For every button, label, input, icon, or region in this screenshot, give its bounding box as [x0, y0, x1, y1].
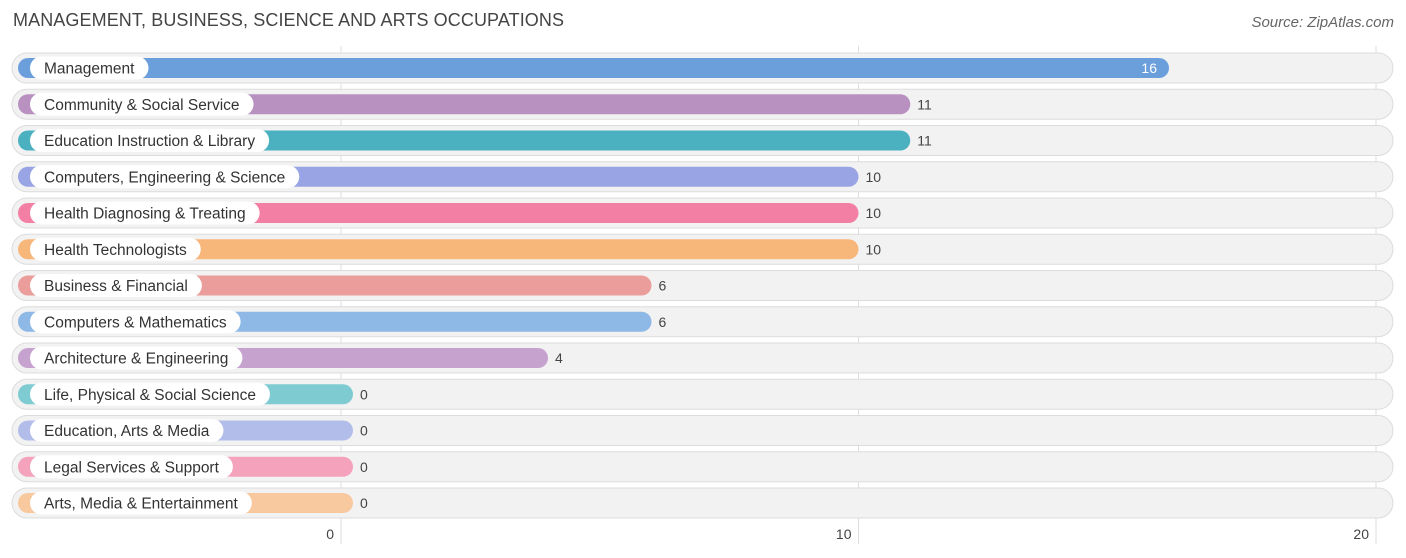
category-label: Architecture & Engineering	[44, 351, 228, 368]
category-label-pill	[30, 201, 260, 225]
value-label: 11	[917, 133, 932, 149]
category-label-pill	[30, 274, 202, 297]
category-label: Management	[44, 61, 135, 78]
x-tick-label: 20	[1353, 526, 1369, 542]
value-label: 10	[866, 241, 882, 257]
bar-row: Community & Social Service 11	[11, 88, 1394, 120]
bar-row: Health Diagnosing & Treating 10	[11, 197, 1394, 229]
value-label: 6	[659, 278, 667, 294]
value-label: 6	[659, 314, 667, 330]
bar-row: Education, Arts & Media 0	[11, 415, 1394, 446]
category-label-pill	[30, 165, 300, 189]
category-label-pill	[30, 310, 241, 334]
row-background	[11, 378, 1394, 410]
row-background	[11, 487, 1394, 519]
value-label: 11	[917, 96, 932, 112]
category-label-pill	[30, 346, 243, 370]
row-background	[11, 451, 1394, 483]
category-label: Community & Social Service	[44, 97, 240, 114]
bar-row: Computers, Engineering & Science 10	[11, 161, 1394, 193]
category-label: Education, Arts & Media	[44, 423, 210, 440]
category-label: Health Technologists	[44, 242, 187, 259]
category-label: Legal Services & Support	[44, 459, 220, 476]
x-tick-label: 10	[836, 526, 852, 542]
bar-row: Management 16	[11, 52, 1394, 84]
bar[interactable]	[18, 239, 859, 260]
chart-title: MANAGEMENT, BUSINESS, SCIENCE AND ARTS O…	[13, 10, 565, 30]
value-label: 0	[360, 459, 368, 475]
category-label: Life, Physical & Social Science	[44, 387, 256, 404]
bar-row: Business & Financial 6	[11, 270, 1394, 301]
source-label: Source: ZipAtlas.com	[1251, 14, 1394, 31]
category-label-pill	[30, 419, 224, 442]
bar-row: Education Instruction & Library 11	[11, 125, 1394, 156]
category-label: Health Diagnosing & Treating	[44, 206, 246, 223]
value-label: 16	[1141, 60, 1157, 76]
category-label: Business & Financial	[44, 278, 188, 295]
bar-row: Legal Services & Support 0	[11, 451, 1394, 483]
category-label-pill	[30, 56, 149, 80]
value-label: 0	[360, 495, 368, 511]
value-label: 10	[866, 205, 882, 221]
row-background	[11, 415, 1394, 446]
value-label: 0	[360, 386, 368, 402]
category-label-pill	[30, 491, 252, 515]
category-label: Education Instruction & Library	[44, 133, 255, 150]
value-label: 10	[866, 169, 882, 185]
category-label: Computers, Engineering & Science	[44, 169, 285, 186]
bar-row: Arts, Media & Entertainment 0	[11, 487, 1394, 519]
x-tick-label: 0	[326, 526, 334, 542]
bar-row: Computers & Mathematics 6	[11, 306, 1394, 338]
category-label-pill	[30, 92, 254, 116]
bar-row: Life, Physical & Social Science 0	[11, 378, 1394, 410]
bar-row: Architecture & Engineering 4	[11, 342, 1394, 374]
category-label: Arts, Media & Entertainment	[44, 496, 239, 513]
category-label: Computers & Mathematics	[44, 314, 227, 331]
category-label-pill	[30, 237, 201, 261]
category-label-pill	[30, 129, 270, 152]
bar[interactable]	[18, 58, 1169, 78]
bar-row: Health Technologists 10	[11, 233, 1394, 265]
value-label: 0	[360, 423, 368, 439]
category-label-pill	[30, 382, 270, 406]
value-label: 4	[555, 350, 563, 366]
category-label-pill	[30, 455, 233, 479]
